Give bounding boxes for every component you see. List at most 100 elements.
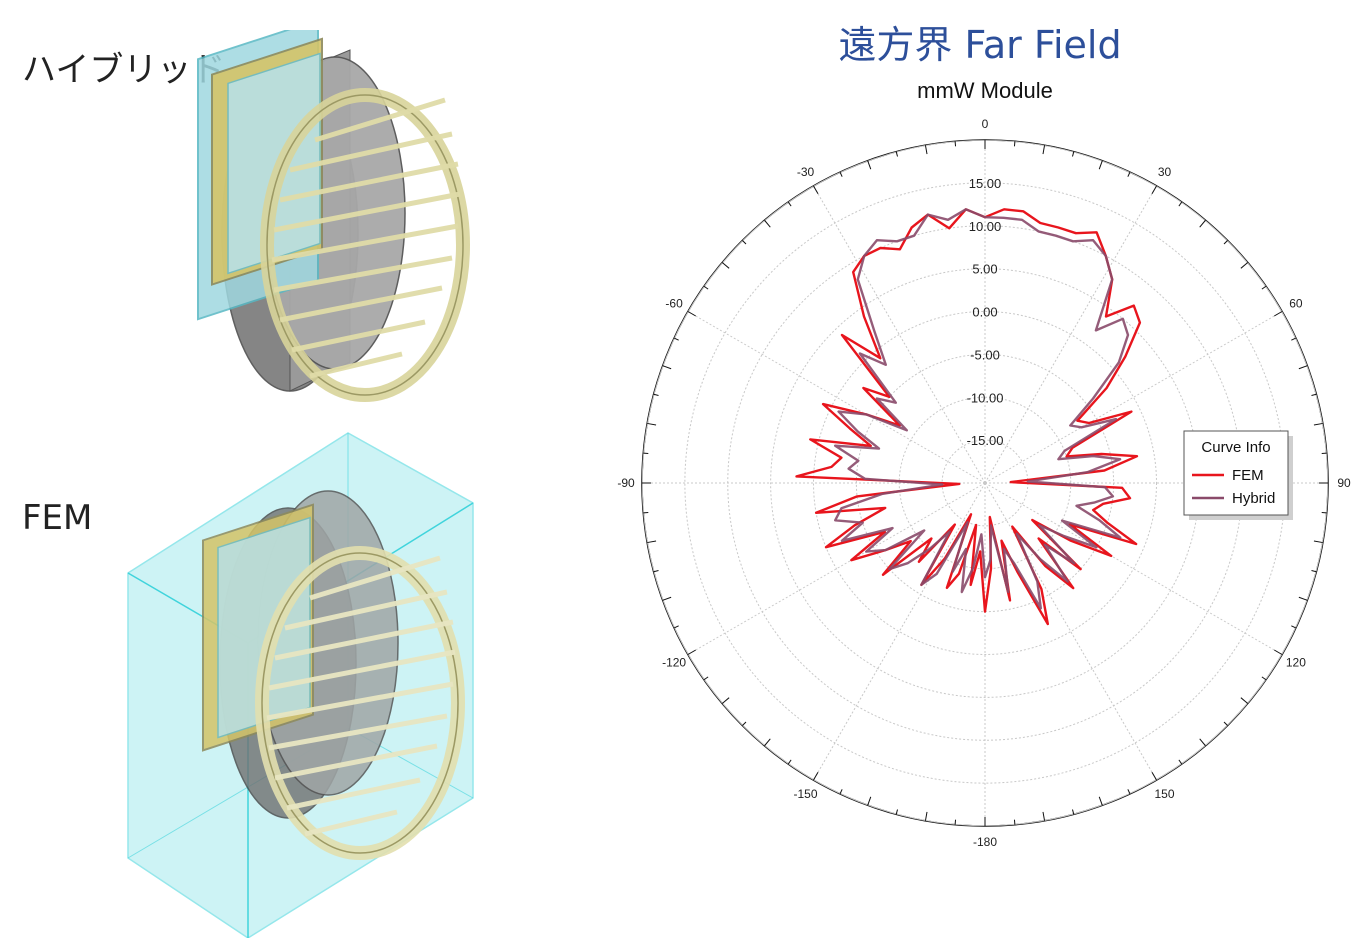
angle-tick-mark	[653, 393, 659, 397]
angle-spoke	[687, 482, 986, 655]
angle-tick-mark	[1098, 796, 1103, 806]
angle-tick-mark	[1261, 676, 1267, 681]
angle-tick-mark	[1261, 285, 1267, 290]
angle-tick-mark	[1071, 151, 1075, 157]
angle-spoke	[984, 482, 1283, 655]
angle-tick-mark	[1098, 160, 1103, 170]
angle-tick-mark	[1199, 738, 1206, 747]
angle-tick-mark	[673, 337, 679, 341]
angle-tick-mark	[662, 365, 672, 370]
angle-tick-label: 120	[1286, 656, 1306, 670]
angle-ticks	[642, 140, 1328, 826]
angle-tick-mark	[647, 540, 657, 544]
radial-tick-label: 0.00	[972, 305, 997, 320]
angle-tick-mark	[1071, 809, 1075, 815]
chart-labels: 0 30 60 90 120 150 -180 -150 -120 -90 -60 -30 -15.00…	[617, 117, 1351, 849]
angle-tick-mark	[764, 738, 771, 747]
fem-model-illustration	[127, 432, 474, 938]
angle-tick-mark	[867, 160, 872, 170]
angle-tick-mark	[1291, 625, 1297, 629]
grating-ring	[255, 546, 465, 860]
legend-label-fem: FEM	[1232, 467, 1264, 484]
angle-tick-label: -150	[793, 787, 817, 801]
angle-tick-mark	[1313, 540, 1323, 544]
angle-tick-mark	[924, 811, 928, 821]
angle-tick-mark	[1223, 240, 1228, 245]
angle-tick-mark	[1274, 311, 1283, 317]
angle-tick-mark	[1199, 219, 1206, 228]
angle-tick-mark	[1240, 262, 1249, 269]
angle-tick-mark	[1151, 772, 1157, 781]
polar-chart: mmW Module 0 30 60 90 120 150 -180 -150 -120 -90 -…	[617, 78, 1351, 849]
angle-tick-mark	[1311, 569, 1317, 573]
hybrid-series-line	[834, 208, 1130, 610]
angle-tick-mark	[1291, 337, 1297, 341]
chart-legend: Curve Info FEM Hybrid	[1183, 430, 1293, 520]
angle-spoke	[813, 482, 986, 781]
angle-spoke	[984, 482, 1157, 781]
angle-tick-label: -30	[797, 165, 815, 179]
radial-tick-label: -15.00	[967, 433, 1004, 448]
angle-tick-label: -120	[662, 656, 686, 670]
angle-tick-mark	[742, 721, 747, 726]
angle-tick-mark	[1178, 201, 1183, 207]
angle-tick-mark	[1178, 759, 1183, 765]
legend-title: Curve Info	[1201, 439, 1270, 456]
angle-tick-mark	[1240, 697, 1249, 704]
angle-tick-mark	[1127, 789, 1131, 795]
angle-tick-mark	[703, 676, 709, 681]
angle-tick-mark	[787, 759, 792, 765]
angle-tick-mark	[895, 151, 899, 157]
radial-tick-label: 15.00	[969, 176, 1002, 191]
angle-tick-label: -60	[665, 297, 683, 311]
angle-tick-mark	[839, 171, 843, 177]
angle-tick-mark	[742, 240, 747, 245]
angle-tick-mark	[1151, 185, 1157, 194]
grating-ring	[260, 88, 470, 402]
angle-tick-mark	[647, 422, 657, 426]
angle-tick-mark	[1042, 811, 1046, 821]
angle-tick-mark	[653, 569, 659, 573]
angle-tick-label: -90	[617, 476, 635, 490]
page-heading: 遠方界 Far Field	[838, 23, 1122, 67]
angle-tick-mark	[1313, 422, 1323, 426]
angle-tick-mark	[1274, 649, 1283, 655]
radial-tick-label: -10.00	[967, 390, 1004, 405]
angle-tick-mark	[721, 262, 730, 269]
radial-tick-label: -5.00	[970, 347, 1000, 362]
angle-tick-label: -180	[973, 835, 997, 849]
radial-grid-ring	[813, 311, 1157, 655]
angle-tick-mark	[1127, 171, 1131, 177]
angle-tick-mark	[813, 185, 819, 194]
hybrid-label: ハイブリッド	[22, 50, 226, 90]
fem-series-line	[795, 208, 1142, 626]
angle-tick-mark	[703, 285, 709, 290]
fem-label: FEM	[22, 498, 93, 538]
legend-label-hybrid: Hybrid	[1232, 490, 1275, 507]
angle-tick-mark	[867, 796, 872, 806]
angle-tick-mark	[813, 772, 819, 781]
angle-tick-mark	[687, 649, 696, 655]
hybrid-model-illustration	[197, 30, 470, 402]
angle-spoke	[984, 185, 1157, 484]
angle-tick-label: 0	[982, 117, 989, 131]
radial-tick-label: 10.00	[969, 219, 1002, 234]
angle-tick-label: 30	[1158, 165, 1172, 179]
angle-tick-label: 150	[1154, 787, 1174, 801]
radial-tick-label: 5.00	[972, 262, 997, 277]
angle-tick-mark	[1223, 721, 1228, 726]
angle-tick-label: 90	[1337, 476, 1351, 490]
angle-tick-mark	[764, 219, 771, 228]
angle-tick-mark	[787, 201, 792, 207]
angle-tick-mark	[1042, 145, 1046, 155]
angle-tick-mark	[662, 596, 672, 601]
angle-tick-mark	[1298, 596, 1308, 601]
chart-title: mmW Module	[917, 78, 1053, 103]
angle-spoke	[813, 185, 986, 484]
angle-tick-label: 60	[1289, 297, 1303, 311]
angle-tick-mark	[839, 789, 843, 795]
angle-tick-mark	[1298, 365, 1308, 370]
chart-series	[795, 208, 1142, 626]
angle-tick-mark	[895, 809, 899, 815]
angle-tick-mark	[1311, 393, 1317, 397]
